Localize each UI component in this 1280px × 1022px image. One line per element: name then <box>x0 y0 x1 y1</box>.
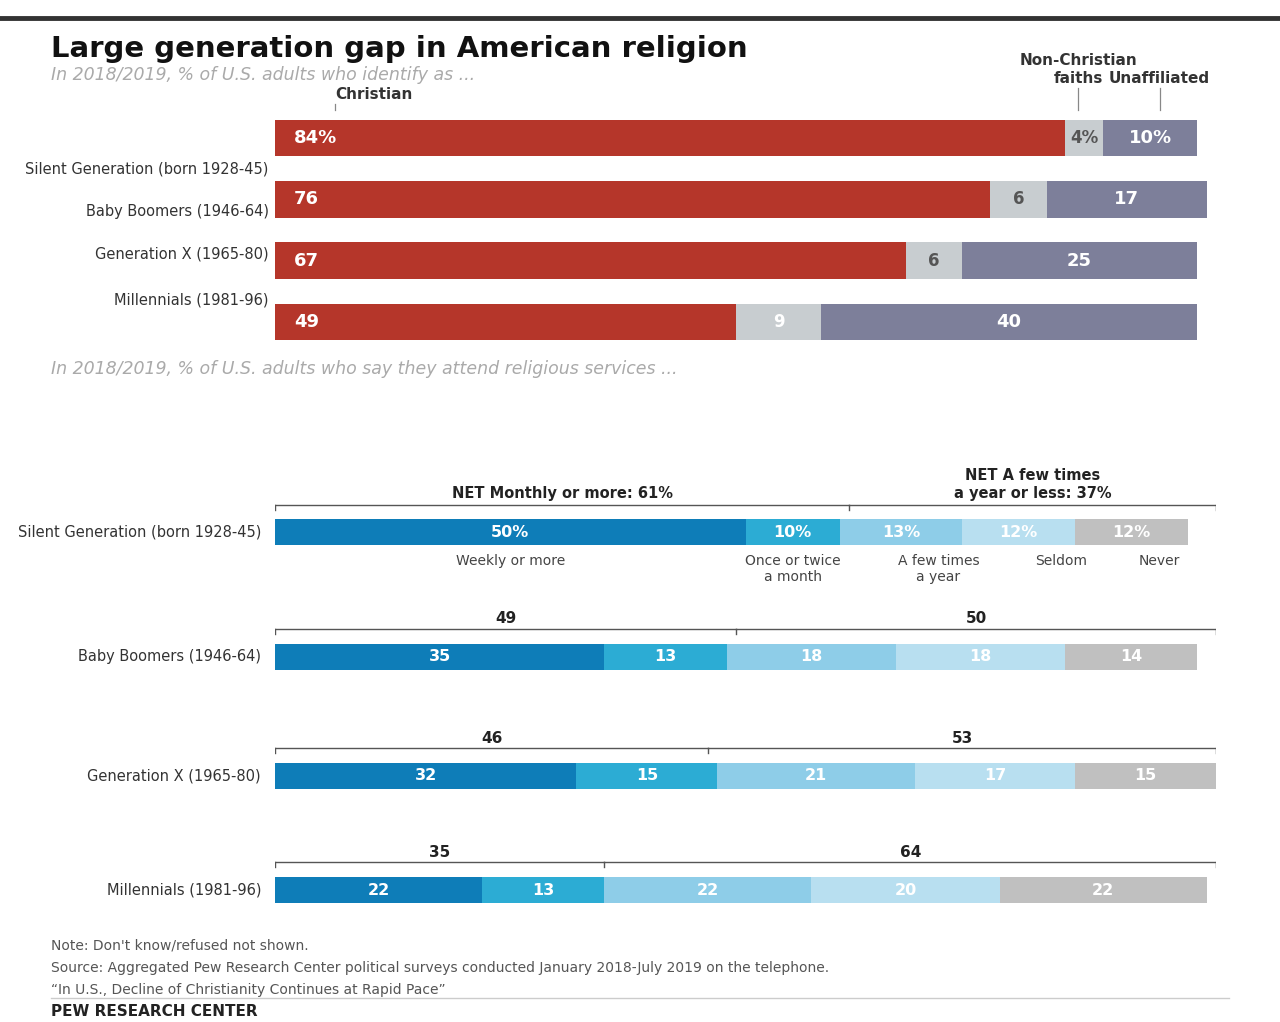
Bar <box>275 181 991 218</box>
Text: PEW RESEARCH CENTER: PEW RESEARCH CENTER <box>51 1004 257 1019</box>
Text: 76: 76 <box>294 190 319 208</box>
Text: Generation X (1965-80): Generation X (1965-80) <box>87 769 261 784</box>
Text: 17: 17 <box>1114 190 1139 208</box>
Text: 35: 35 <box>429 649 451 664</box>
Text: Christian: Christian <box>335 87 412 102</box>
Bar <box>915 763 1075 789</box>
Text: NET A few times
a year or less: 37%: NET A few times a year or less: 37% <box>954 468 1111 501</box>
Text: Note: Don't know/refused not shown.: Note: Don't know/refused not shown. <box>51 938 308 953</box>
Text: 22: 22 <box>1092 883 1114 897</box>
Text: Seldom: Seldom <box>1034 554 1087 568</box>
Bar <box>896 644 1065 669</box>
Text: Source: Aggregated Pew Research Center political surveys conducted January 2018-: Source: Aggregated Pew Research Center p… <box>51 961 829 975</box>
Text: 20: 20 <box>895 883 916 897</box>
Text: 6: 6 <box>928 251 940 270</box>
Bar <box>604 877 812 903</box>
Bar <box>275 242 905 279</box>
Text: 15: 15 <box>1134 769 1157 784</box>
Bar <box>275 519 745 546</box>
Text: 84%: 84% <box>294 129 337 147</box>
Text: 22: 22 <box>367 883 390 897</box>
Text: 22: 22 <box>696 883 719 897</box>
Text: Large generation gap in American religion: Large generation gap in American religio… <box>51 35 748 62</box>
Text: 13%: 13% <box>882 525 920 540</box>
Text: Silent Generation (born 1928-45): Silent Generation (born 1928-45) <box>26 161 269 176</box>
Bar <box>717 763 915 789</box>
Text: 40: 40 <box>997 313 1021 331</box>
Text: Baby Boomers (1946-64): Baby Boomers (1946-64) <box>78 649 261 664</box>
Text: 18: 18 <box>800 649 823 664</box>
Text: In 2018/2019, % of U.S. adults who say they attend religious services ...: In 2018/2019, % of U.S. adults who say t… <box>51 360 677 378</box>
Text: 6: 6 <box>1012 190 1024 208</box>
Text: 12%: 12% <box>1112 525 1151 540</box>
Bar <box>275 877 483 903</box>
Bar <box>275 120 1065 156</box>
Text: 50: 50 <box>965 611 987 626</box>
Text: 25: 25 <box>1068 251 1092 270</box>
Bar <box>483 877 604 903</box>
Text: 49: 49 <box>294 313 319 331</box>
Text: 35: 35 <box>429 845 451 860</box>
Text: Never: Never <box>1139 554 1180 568</box>
Bar <box>1065 644 1197 669</box>
Text: 9: 9 <box>773 313 785 331</box>
Text: Silent Generation (born 1928-45): Silent Generation (born 1928-45) <box>18 525 261 540</box>
Text: Weekly or more: Weekly or more <box>456 554 564 568</box>
Text: 32: 32 <box>415 769 436 784</box>
Bar <box>1065 120 1103 156</box>
Bar <box>736 304 820 340</box>
Bar <box>745 519 840 546</box>
Text: Millennials (1981-96): Millennials (1981-96) <box>106 883 261 897</box>
Text: Non-Christian
faiths: Non-Christian faiths <box>1019 53 1137 86</box>
Text: 53: 53 <box>951 731 973 746</box>
Bar <box>840 519 963 546</box>
Bar <box>1000 877 1207 903</box>
Bar <box>576 763 717 789</box>
Text: Once or twice
a month: Once or twice a month <box>745 554 841 585</box>
Text: 10%: 10% <box>1129 129 1171 147</box>
Bar <box>1103 120 1197 156</box>
Bar <box>604 644 727 669</box>
Bar <box>812 877 1000 903</box>
Bar <box>275 644 604 669</box>
Text: 17: 17 <box>984 769 1006 784</box>
Text: A few times
a year: A few times a year <box>897 554 979 585</box>
Text: 21: 21 <box>805 769 827 784</box>
Text: 46: 46 <box>481 731 502 746</box>
Bar <box>275 763 576 789</box>
Text: 14: 14 <box>1120 649 1143 664</box>
Bar <box>963 519 1075 546</box>
Text: “In U.S., Decline of Christianity Continues at Rapid Pace”: “In U.S., Decline of Christianity Contin… <box>51 983 445 997</box>
Text: 10%: 10% <box>773 525 812 540</box>
Text: NET Monthly or more: 61%: NET Monthly or more: 61% <box>452 485 673 501</box>
Text: 12%: 12% <box>1000 525 1038 540</box>
Bar <box>727 644 896 669</box>
Text: Unaffiliated: Unaffiliated <box>1108 71 1210 86</box>
Bar <box>991 181 1047 218</box>
Text: 4%: 4% <box>1070 129 1098 147</box>
Bar <box>820 304 1197 340</box>
Bar <box>905 242 963 279</box>
Text: 15: 15 <box>636 769 658 784</box>
Text: 13: 13 <box>654 649 677 664</box>
Bar <box>963 242 1197 279</box>
Bar <box>275 304 736 340</box>
Text: In 2018/2019, % of U.S. adults who identify as ...: In 2018/2019, % of U.S. adults who ident… <box>51 66 475 85</box>
Bar <box>1075 763 1216 789</box>
Text: 64: 64 <box>900 845 920 860</box>
Text: Baby Boomers (1946-64): Baby Boomers (1946-64) <box>86 204 269 219</box>
Bar <box>1047 181 1207 218</box>
Text: Generation X (1965-80): Generation X (1965-80) <box>95 247 269 262</box>
Bar <box>1075 519 1188 546</box>
Text: 13: 13 <box>532 883 554 897</box>
Text: 49: 49 <box>495 611 516 626</box>
Text: Millennials (1981-96): Millennials (1981-96) <box>114 293 269 308</box>
Text: 67: 67 <box>294 251 319 270</box>
Text: 18: 18 <box>970 649 992 664</box>
Text: 50%: 50% <box>492 525 530 540</box>
